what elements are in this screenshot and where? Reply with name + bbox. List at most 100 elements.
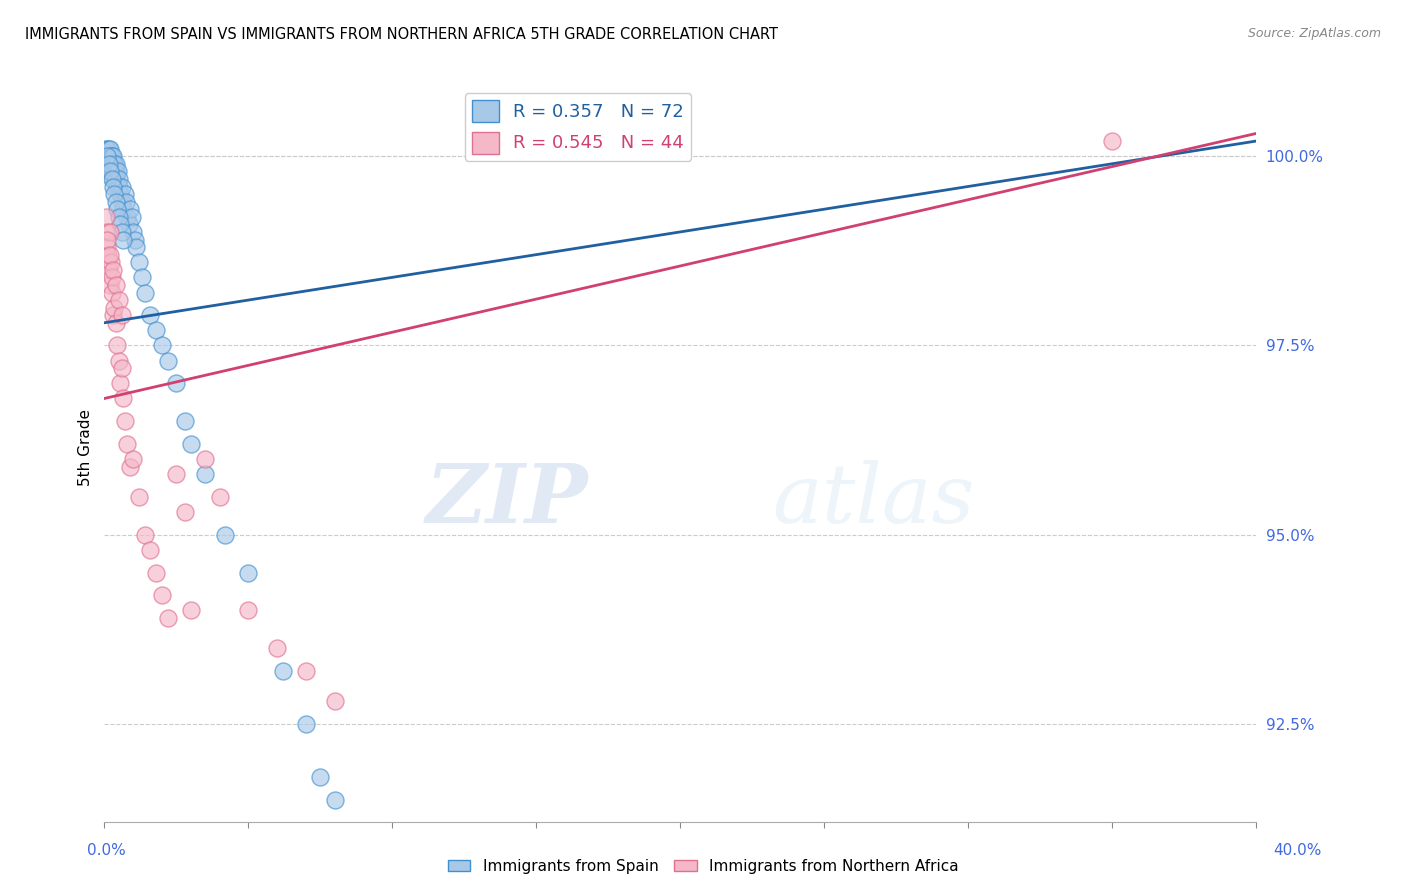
Point <box>121 210 143 224</box>
Point <box>165 376 187 391</box>
Point <box>103 187 125 202</box>
Point <box>214 527 236 541</box>
Point <box>271 664 294 678</box>
Point <box>104 172 127 186</box>
Point <box>101 308 124 322</box>
Point <box>111 308 134 322</box>
Point <box>98 247 121 261</box>
Point <box>112 392 135 406</box>
Text: atlas: atlas <box>772 460 974 541</box>
Point <box>96 149 118 163</box>
Point <box>266 641 288 656</box>
Point <box>94 210 117 224</box>
Point <box>101 179 124 194</box>
Point <box>96 149 118 163</box>
Point <box>128 255 150 269</box>
Point <box>97 262 120 277</box>
Point <box>97 157 120 171</box>
Point <box>112 202 135 217</box>
Point <box>101 157 124 171</box>
Point <box>107 353 129 368</box>
Point <box>115 194 138 209</box>
Point <box>103 164 125 178</box>
Point <box>104 164 127 178</box>
Point <box>107 210 129 224</box>
Point <box>96 142 118 156</box>
Point <box>107 172 129 186</box>
Point <box>97 157 120 171</box>
Point <box>238 566 260 580</box>
Point <box>97 149 120 163</box>
Point <box>101 262 124 277</box>
Point <box>103 301 125 315</box>
Point <box>97 247 120 261</box>
Point <box>117 437 139 451</box>
Point <box>165 467 187 482</box>
Point <box>139 542 162 557</box>
Point <box>100 149 122 163</box>
Text: Source: ZipAtlas.com: Source: ZipAtlas.com <box>1247 27 1381 40</box>
Point <box>97 142 120 156</box>
Point <box>108 218 131 232</box>
Point <box>309 770 332 784</box>
Point <box>108 187 131 202</box>
Point <box>111 361 134 376</box>
Point <box>238 603 260 617</box>
Point <box>104 157 127 171</box>
Legend: Immigrants from Spain, Immigrants from Northern Africa: Immigrants from Spain, Immigrants from N… <box>441 853 965 880</box>
Point <box>98 157 121 171</box>
Point <box>134 527 156 541</box>
Point <box>114 187 136 202</box>
Point <box>180 603 202 617</box>
Point <box>104 316 127 330</box>
Point <box>125 240 148 254</box>
Point <box>117 210 139 224</box>
Point <box>122 225 145 239</box>
Point <box>156 353 179 368</box>
Point <box>105 338 128 352</box>
Point <box>105 202 128 217</box>
Point <box>100 157 122 171</box>
Y-axis label: 5th Grade: 5th Grade <box>79 409 93 486</box>
Point <box>98 164 121 178</box>
Text: ZIP: ZIP <box>426 460 588 541</box>
Point <box>124 233 146 247</box>
Point <box>101 164 124 178</box>
Point <box>150 588 173 602</box>
Point <box>107 293 129 307</box>
Point <box>180 437 202 451</box>
Point <box>122 452 145 467</box>
Point <box>1101 134 1123 148</box>
Point <box>145 566 167 580</box>
Text: 40.0%: 40.0% <box>1274 843 1322 858</box>
Point <box>98 157 121 171</box>
Point <box>100 164 122 178</box>
Point <box>295 717 318 731</box>
Point <box>108 179 131 194</box>
Point <box>323 694 346 708</box>
Point <box>112 233 135 247</box>
Point <box>111 194 134 209</box>
Point <box>134 285 156 300</box>
Text: 0.0%: 0.0% <box>87 843 127 858</box>
Point <box>101 172 124 186</box>
Point <box>120 202 142 217</box>
Point <box>156 611 179 625</box>
Point <box>111 179 134 194</box>
Point <box>107 164 129 178</box>
Text: IMMIGRANTS FROM SPAIN VS IMMIGRANTS FROM NORTHERN AFRICA 5TH GRADE CORRELATION C: IMMIGRANTS FROM SPAIN VS IMMIGRANTS FROM… <box>25 27 779 42</box>
Point <box>174 505 197 519</box>
Point <box>104 194 127 209</box>
Point <box>101 285 124 300</box>
Point <box>98 142 121 156</box>
Point <box>103 157 125 171</box>
Point <box>97 164 120 178</box>
Point <box>98 277 121 292</box>
Point <box>101 149 124 163</box>
Point <box>118 218 141 232</box>
Point <box>145 323 167 337</box>
Point <box>208 490 231 504</box>
Point <box>96 240 118 254</box>
Point <box>174 414 197 428</box>
Point <box>94 142 117 156</box>
